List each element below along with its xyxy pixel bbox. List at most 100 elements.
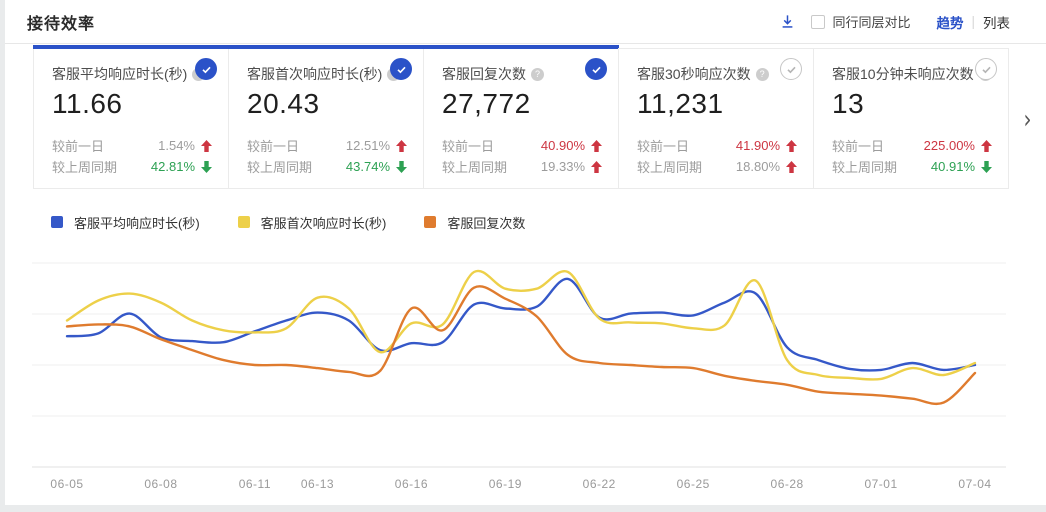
info-icon[interactable]: ? [531, 67, 544, 81]
peer-compare-checkbox[interactable] [811, 14, 826, 29]
change-row-vs-prev-day: 较前一日 1.54% [52, 135, 212, 156]
x-axis-labels: 06-05 06-08 06-11 06-13 06-16 06-19 06-22 06-25… [0, 477, 1046, 497]
change-value: 12.51% [345, 138, 390, 153]
metric-card-30s-response-count[interactable]: 客服30秒响应次数? 11,231 较前一日 41.90% 较上周同期 18.80% [618, 48, 814, 189]
trend-arrow-icon [591, 139, 602, 152]
change-label: 较上周同期 [637, 160, 703, 175]
info-icon[interactable]: ? [755, 67, 769, 81]
x-axis-label: 06-08 [144, 477, 178, 491]
change-row-vs-prev-day: 较前一日 225.00% [832, 135, 992, 156]
change-label: 较前一日 [442, 139, 495, 154]
card-title: 客服回复次数 [442, 66, 526, 82]
change-value: 225.00% [923, 138, 975, 153]
change-label: 较上周同期 [832, 160, 898, 175]
card-check-icon[interactable] [585, 58, 607, 80]
trend-arrow-icon [396, 160, 407, 173]
change-label: 较上周同期 [247, 160, 313, 175]
card-title: 客服30秒响应次数 [637, 66, 751, 82]
view-divider: | [971, 14, 975, 29]
card-check-icon[interactable] [780, 58, 802, 80]
change-row-vs-last-week: 较上周同期 42.81% [52, 156, 212, 177]
trend-line-chart [32, 262, 1006, 468]
change-label: 较前一日 [52, 139, 105, 154]
page-title: 接待效率 [27, 15, 96, 33]
change-label: 较前一日 [247, 139, 300, 154]
card-check-icon[interactable] [975, 58, 997, 80]
cards-next-arrow-icon[interactable]: › [1023, 103, 1032, 135]
trend-arrow-icon [786, 160, 797, 173]
reception-efficiency-panel: 接待效率 同行同层对比 趋势 | 列表 客服平均响应时长(秒)? 11.66 较… [5, 0, 1046, 505]
series-line-1 [65, 269, 977, 381]
card-title: 客服10分钟未响应次数 [832, 66, 974, 82]
trend-arrow-icon [981, 160, 992, 173]
cards-scroll-strip: › [1009, 48, 1046, 190]
metric-cards-row: 客服平均响应时长(秒)? 11.66 较前一日 1.54% 较上周同期 42.81%… [5, 44, 1046, 190]
change-value: 42.81% [150, 159, 195, 174]
legend-label: 客服平均响应时长(秒) [74, 215, 200, 231]
x-axis-label: 06-22 [582, 477, 616, 491]
trend-arrow-icon [981, 139, 992, 152]
change-row-vs-last-week: 较上周同期 19.33% [442, 156, 602, 177]
card-value: 11,231 [637, 88, 724, 119]
x-axis-label: 06-19 [488, 477, 522, 491]
trend-arrow-icon [396, 139, 407, 152]
trend-arrow-icon [786, 139, 797, 152]
change-label: 较前一日 [832, 139, 885, 154]
header-controls: 同行同层对比 趋势 | 列表 [780, 12, 1010, 32]
legend-item-first-response-time[interactable]: 客服首次响应时长(秒) [237, 213, 387, 232]
legend-label: 客服首次响应时长(秒) [260, 215, 387, 231]
card-value: 13 [832, 88, 865, 119]
card-title: 客服平均响应时长(秒) [52, 66, 188, 82]
x-axis-label: 06-13 [300, 477, 335, 491]
change-value: 40.91% [930, 159, 975, 174]
card-value: 27,772 [442, 88, 531, 119]
change-label: 较前一日 [637, 139, 690, 154]
trend-arrow-icon [591, 160, 602, 173]
card-check-icon[interactable] [195, 58, 217, 80]
card-title: 客服首次响应时长(秒) [247, 66, 383, 82]
x-axis-label: 06-11 [238, 477, 272, 491]
change-value: 1.54% [158, 138, 195, 153]
tab-trend[interactable]: 趋势 [936, 15, 964, 31]
change-label: 较上周同期 [442, 160, 508, 175]
legend-swatch-blue [51, 216, 63, 228]
change-value: 41.90% [735, 138, 780, 153]
change-row-vs-prev-day: 较前一日 41.90% [637, 135, 797, 156]
peer-compare-label[interactable]: 同行同层对比 [832, 15, 911, 30]
series-line-0 [65, 277, 977, 372]
legend-label: 客服回复次数 [447, 215, 526, 231]
view-switcher: 趋势 | 列表 [936, 12, 1010, 32]
legend-swatch-yellow [237, 216, 250, 228]
change-row-vs-last-week: 较上周同期 43.74% [247, 156, 407, 177]
change-row-vs-prev-day: 较前一日 40.90% [442, 135, 602, 156]
x-axis-label: 06-16 [394, 477, 428, 491]
card-value: 11.66 [52, 88, 123, 119]
card-value: 20.43 [247, 88, 320, 119]
change-value: 43.74% [345, 159, 390, 174]
change-value: 19.33% [540, 159, 585, 174]
x-axis-label: 07-04 [958, 477, 992, 491]
metric-card-reply-count[interactable]: 客服回复次数? 27,772 较前一日 40.90% 较上周同期 19.33% [423, 45, 619, 189]
change-value: 18.80% [735, 159, 780, 174]
change-row-vs-last-week: 较上周同期 40.91% [832, 156, 992, 177]
legend-swatch-orange [424, 216, 437, 228]
tab-list[interactable]: 列表 [983, 15, 1010, 31]
change-value: 40.90% [540, 138, 585, 153]
x-axis-label: 06-05 [50, 477, 84, 491]
change-label: 较上周同期 [52, 160, 118, 175]
legend-item-avg-response-time[interactable]: 客服平均响应时长(秒) [51, 213, 200, 232]
legend-item-reply-count[interactable]: 客服回复次数 [424, 213, 525, 232]
download-icon[interactable] [780, 14, 795, 29]
x-axis-label: 07-01 [864, 477, 898, 491]
chart-legend: 客服平均响应时长(秒) 客服首次响应时长(秒) 客服回复次数 [51, 213, 1046, 232]
trend-arrow-icon [201, 160, 212, 173]
x-axis-label: 06-28 [770, 477, 804, 491]
change-row-vs-last-week: 较上周同期 18.80% [637, 156, 797, 177]
card-check-icon[interactable] [390, 58, 412, 80]
trend-arrow-icon [201, 139, 212, 152]
x-axis-label: 06-25 [676, 477, 710, 491]
change-row-vs-prev-day: 较前一日 12.51% [247, 135, 407, 156]
